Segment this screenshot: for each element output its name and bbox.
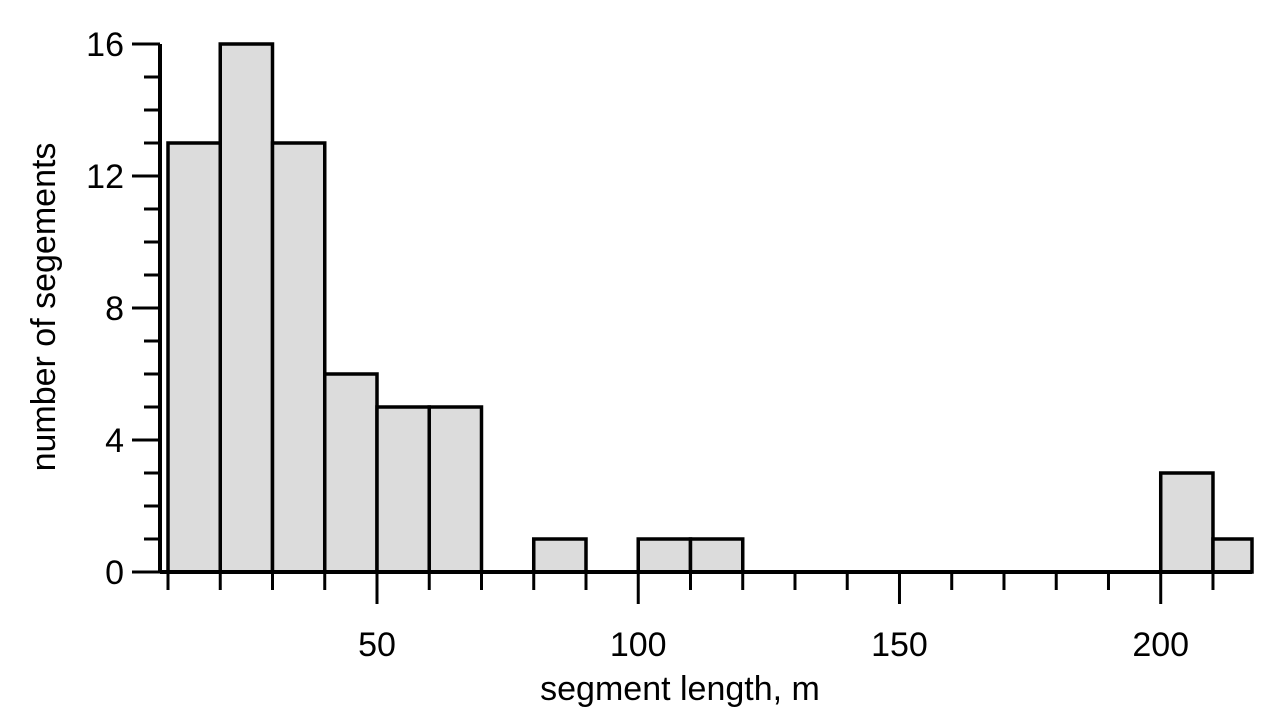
histogram-bar: [166, 141, 222, 574]
y-axis: 0 4 8 12 16: [86, 26, 162, 592]
histogram-bar: [688, 537, 745, 574]
histogram-bar: [427, 405, 484, 574]
x-tick-label: 200: [1132, 626, 1189, 664]
histogram-bar: [531, 537, 588, 574]
y-tick-label: 16: [86, 26, 124, 64]
x-axis: 50 100 150 200: [160, 570, 1252, 664]
y-tick-label: 12: [86, 158, 124, 196]
bars-group: [166, 42, 1254, 574]
x-tick-label: 50: [358, 626, 396, 664]
y-axis-title: number of segements: [25, 143, 63, 472]
y-tick-label: 4: [105, 422, 124, 460]
histogram-bar: [1211, 537, 1254, 574]
histogram-bar: [636, 537, 693, 574]
histogram-bar: [218, 42, 275, 574]
y-tick-label: 0: [105, 554, 124, 592]
x-tick-label: 150: [871, 626, 928, 664]
x-axis-title: segment length, m: [540, 670, 820, 708]
histogram-bar: [1158, 471, 1215, 574]
histogram-bar: [270, 141, 327, 574]
x-tick-label: 100: [610, 626, 667, 664]
histogram-bar: [322, 372, 379, 574]
histogram-bar: [375, 405, 431, 574]
y-tick-label: 8: [105, 290, 124, 328]
